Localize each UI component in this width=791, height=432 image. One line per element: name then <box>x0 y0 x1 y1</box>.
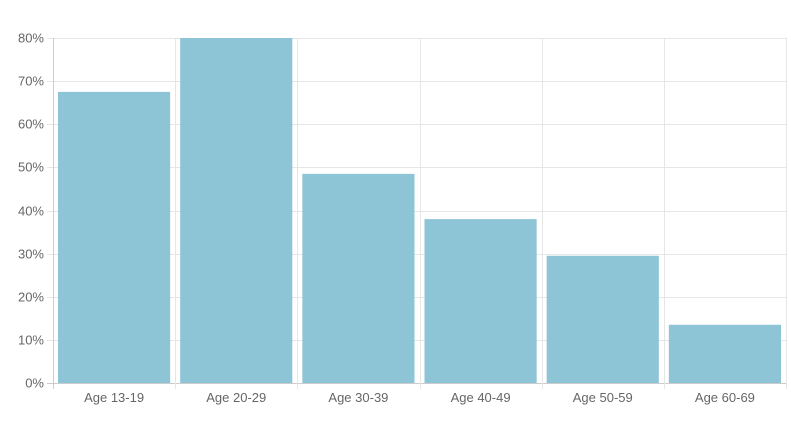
y-tick-label-0: 0% <box>25 376 44 391</box>
bar-1[interactable] <box>180 38 293 383</box>
y-tick-label-6: 60% <box>18 117 44 132</box>
x-tick-label-4: Age 50-59 <box>573 390 633 405</box>
y-tick-label-1: 10% <box>18 333 44 348</box>
x-tick-label-0: Age 13-19 <box>84 390 144 405</box>
bar-5[interactable] <box>668 324 781 383</box>
grid-layer <box>47 38 787 389</box>
bars-layer <box>58 38 781 383</box>
bar-4[interactable] <box>546 255 659 383</box>
x-tick-label-3: Age 40-49 <box>451 390 511 405</box>
x-tick-label-5: Age 60-69 <box>695 390 755 405</box>
x-tick-label-2: Age 30-39 <box>328 390 388 405</box>
y-tick-label-5: 50% <box>18 160 44 175</box>
bar-3[interactable] <box>424 219 537 383</box>
y-tick-label-3: 30% <box>18 247 44 262</box>
y-tick-label-2: 20% <box>18 290 44 305</box>
x-tick-label-1: Age 20-29 <box>206 390 266 405</box>
axis-layer: 0% 10% 20% 30% 40% 50% 60% 70% 80% Age 13-19 Age 2… <box>18 31 755 406</box>
y-tick-label-4: 40% <box>18 204 44 219</box>
bar-2[interactable] <box>302 173 415 383</box>
y-tick-label-8: 80% <box>18 31 44 46</box>
bar-0[interactable] <box>58 91 171 383</box>
y-tick-label-7: 70% <box>18 74 44 89</box>
